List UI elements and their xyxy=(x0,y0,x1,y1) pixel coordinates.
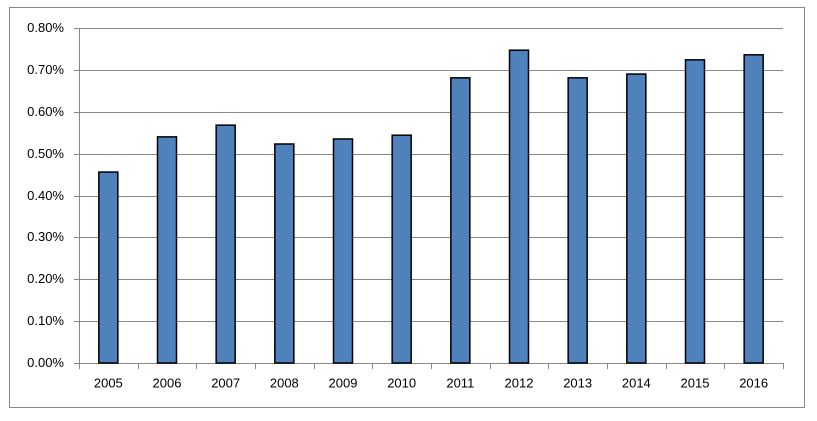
x-tick-label: 2009 xyxy=(329,375,358,390)
bar xyxy=(567,77,588,364)
bar xyxy=(743,54,764,364)
x-tick-label: 2014 xyxy=(622,375,651,390)
y-tick-label: 0.80% xyxy=(27,20,64,35)
bar xyxy=(332,138,354,364)
y-tick-label: 0.50% xyxy=(27,146,64,161)
x-tick-label: 2005 xyxy=(94,375,123,390)
y-tick-label: 0.00% xyxy=(27,355,64,370)
bar xyxy=(508,49,530,364)
x-tick-label: 2008 xyxy=(270,375,299,390)
x-tick-label: 2013 xyxy=(563,375,592,390)
x-tick-label: 2007 xyxy=(211,375,240,390)
x-tick-label: 2016 xyxy=(739,375,768,390)
y-tick-label: 0.20% xyxy=(27,271,64,286)
x-tick-label: 2015 xyxy=(681,375,710,390)
bar xyxy=(215,124,236,364)
x-tick-label: 2010 xyxy=(387,375,416,390)
bar xyxy=(626,73,647,364)
bar xyxy=(156,136,178,364)
x-tick-label: 2006 xyxy=(153,375,182,390)
bar xyxy=(391,134,412,364)
y-tick-label: 0.30% xyxy=(27,229,64,244)
y-tick-label: 0.10% xyxy=(27,313,64,328)
bar xyxy=(684,59,706,364)
bar xyxy=(274,143,295,364)
x-tick-label: 2012 xyxy=(505,375,534,390)
bar xyxy=(450,77,471,364)
x-tick-label: 2011 xyxy=(446,375,474,390)
bar xyxy=(98,171,119,364)
y-tick-label: 0.40% xyxy=(27,188,64,203)
y-tick-label: 0.60% xyxy=(27,104,64,119)
y-tick-label: 0.70% xyxy=(27,62,64,77)
